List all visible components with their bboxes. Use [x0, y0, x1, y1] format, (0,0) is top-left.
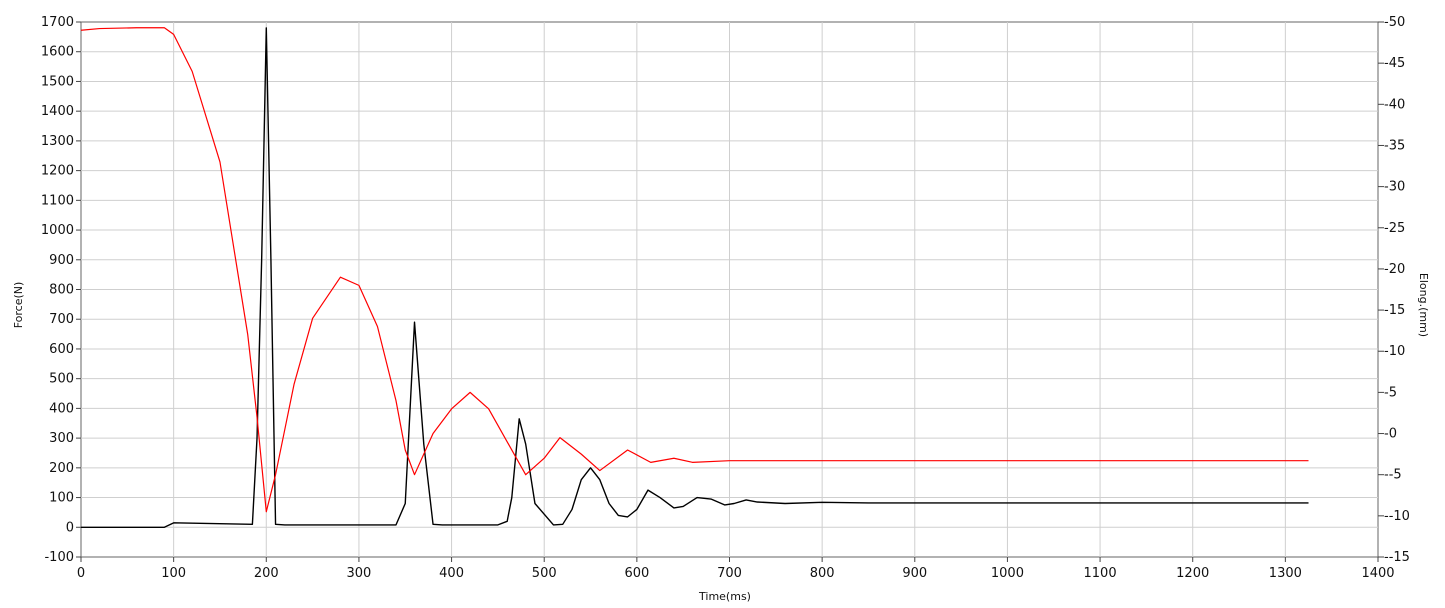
y-right-tick-label: -15 [1384, 303, 1405, 318]
y-left-tick-label: 0 [66, 520, 74, 535]
elongation-series-line [80, 27, 1309, 513]
y-left-tick-label: 1600 [41, 45, 74, 60]
y-right-tick-label: -5 [1384, 385, 1397, 400]
y-right-tick-label: -20 [1384, 262, 1405, 277]
x-tick-label: 1200 [1176, 566, 1209, 581]
y-left-tick-label: 1100 [41, 193, 74, 208]
y-left-tick-label: 900 [49, 253, 74, 268]
y-right-tick-label: -30 [1384, 180, 1405, 195]
x-axis-title: Time(ms) [698, 590, 751, 603]
x-tick-label: 200 [254, 566, 279, 581]
y-left-tick-label: 600 [49, 342, 74, 357]
y-right-axis-title: Elong.(mm) [1417, 273, 1430, 337]
x-tick-label: 1100 [1084, 566, 1117, 581]
x-tick-label: 1400 [1361, 566, 1394, 581]
x-tick-label: 300 [347, 566, 372, 581]
y-right-tick-label: --10 [1384, 509, 1410, 524]
x-tick-label: 400 [439, 566, 464, 581]
x-tick-label: 500 [532, 566, 557, 581]
y-left-tick-label: 500 [49, 372, 74, 387]
y-left-tick-label: -100 [44, 550, 74, 565]
y-right-tick-label: -35 [1384, 138, 1405, 153]
y-right-tick-label: -10 [1384, 344, 1405, 359]
x-tick-label: 600 [624, 566, 649, 581]
x-tick-label: 1300 [1269, 566, 1302, 581]
y-left-tick-label: 100 [49, 491, 74, 506]
y-right-tick-label: -50 [1384, 15, 1405, 30]
y-right-tick-label: -25 [1384, 221, 1405, 236]
y-left-tick-label: 1500 [41, 74, 74, 89]
y-left-tick-label: 1400 [41, 104, 74, 119]
grid [81, 22, 1378, 557]
y-left-tick-label: 1700 [41, 15, 74, 30]
y-left-tick-label: 300 [49, 431, 74, 446]
x-tick-label: 1000 [991, 566, 1024, 581]
x-tick-label: 900 [902, 566, 927, 581]
y-right-tick-label: --15 [1384, 550, 1410, 565]
y-right-tick-label: -40 [1384, 97, 1405, 112]
y-left-tick-label: 800 [49, 283, 74, 298]
y-right-tick-label: -0 [1384, 427, 1397, 442]
x-tick-label: 0 [77, 566, 85, 581]
series-group [80, 27, 1309, 528]
y-left-tick-label: 1300 [41, 134, 74, 149]
x-tick-label: 800 [810, 566, 835, 581]
ticks: 0 100 200 300 400 500 600 700 800 900 1000 1100 1200… [41, 15, 1410, 581]
y-left-axis-title: Force(N) [12, 282, 25, 329]
y-left-tick-label: 200 [49, 461, 74, 476]
y-left-tick-label: 400 [49, 401, 74, 416]
y-left-tick-label: 1000 [41, 223, 74, 238]
x-tick-label: 700 [717, 566, 742, 581]
y-left-tick-label: 700 [49, 312, 74, 327]
y-left-tick-label: 1200 [41, 164, 74, 179]
y-right-tick-label: -45 [1384, 56, 1405, 71]
x-tick-label: 100 [161, 566, 186, 581]
y-right-tick-label: --5 [1384, 468, 1402, 483]
